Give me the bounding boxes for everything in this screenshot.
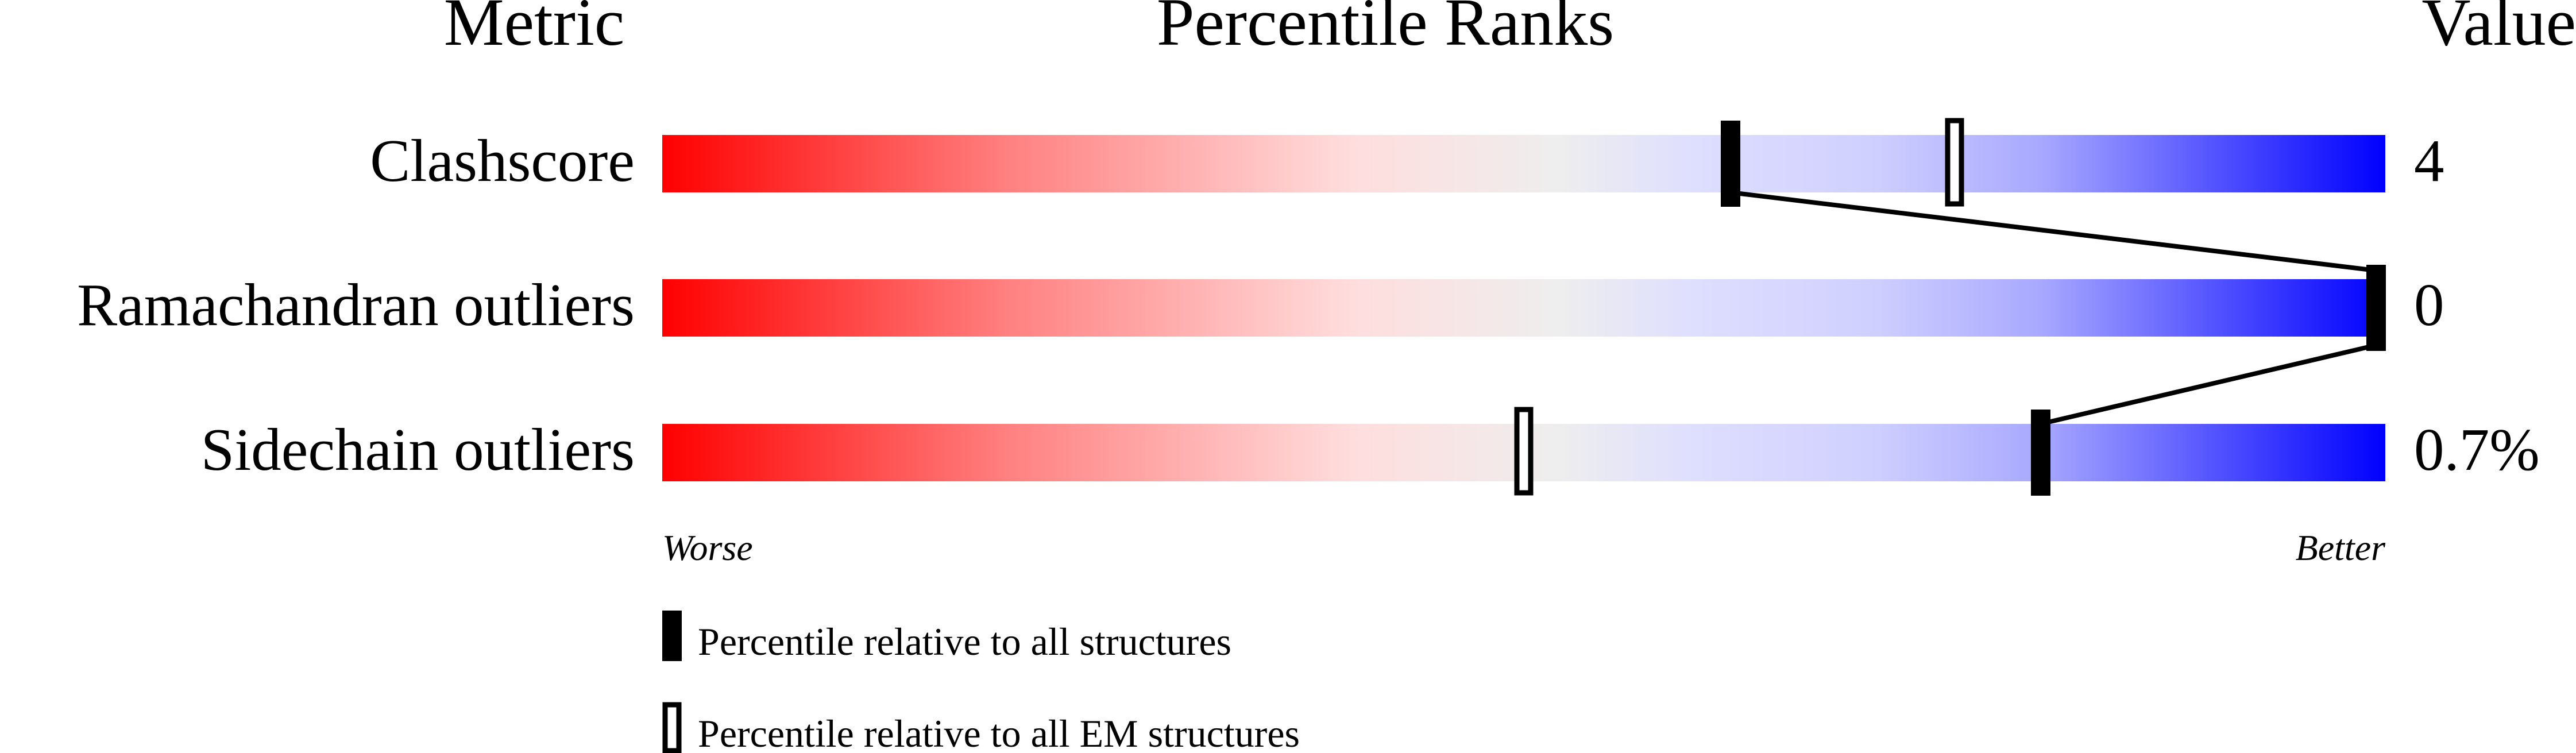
marker-all (2366, 265, 2386, 351)
worse-label: Worse (662, 527, 753, 568)
metric-label: Sidechain outliers (201, 416, 635, 483)
header-value: Value (2421, 0, 2576, 60)
percentile-bar (662, 279, 2385, 337)
percentile-bar (662, 135, 2385, 192)
legend-open-marker (662, 702, 682, 753)
better-label: Better (2296, 527, 2386, 568)
legend-all: Percentile relative to all structures (698, 620, 1231, 663)
marker-all (2031, 410, 2050, 496)
metric-value: 0 (2414, 271, 2444, 338)
metric-label: Clashscore (370, 127, 635, 194)
metric-label: Ramachandran outliers (77, 271, 635, 338)
marker-all (1721, 121, 1740, 207)
marker-em (1514, 407, 1534, 496)
metric-value: 0.7% (2414, 416, 2540, 483)
marker-em (1945, 118, 1964, 207)
header-ranks: Percentile Ranks (1157, 0, 1614, 60)
legend-em: Percentile relative to all EM structures (698, 712, 1300, 753)
header-metric: Metric (444, 0, 625, 60)
metric-value: 4 (2414, 127, 2444, 194)
legend-filled-marker (662, 611, 682, 661)
